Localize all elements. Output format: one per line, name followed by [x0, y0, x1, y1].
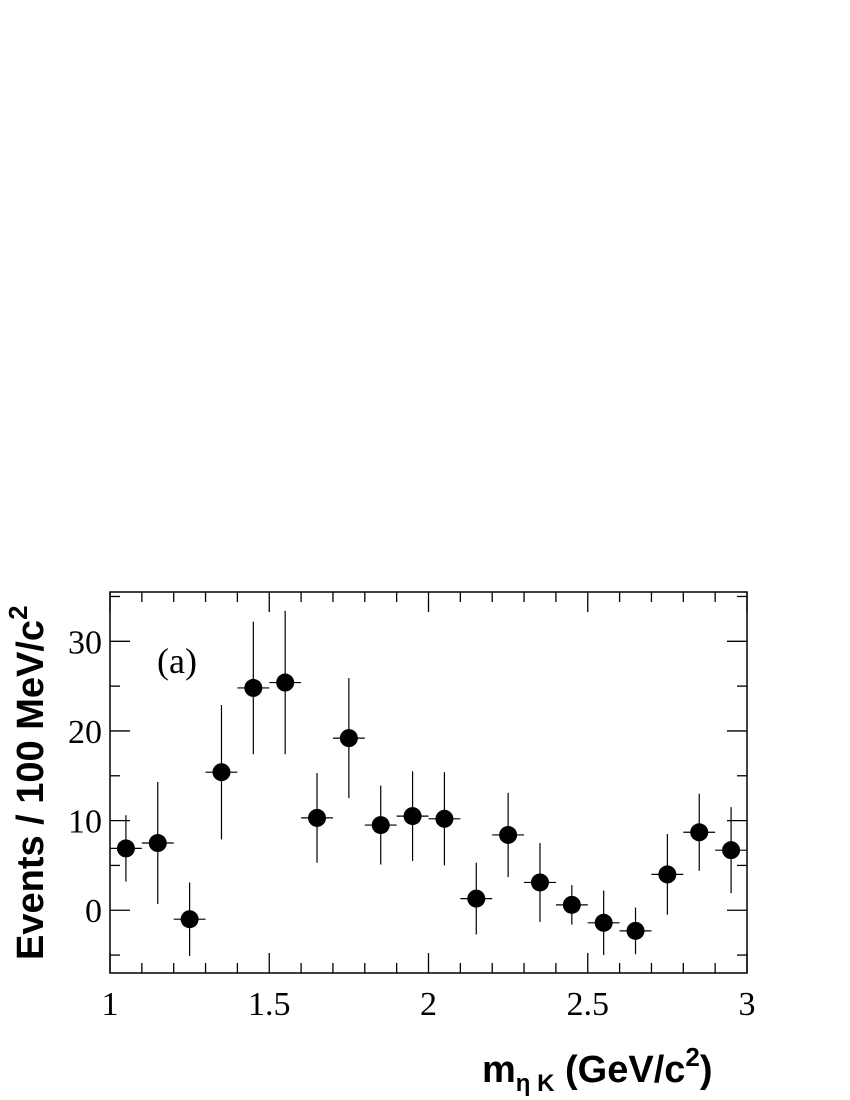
data-point	[339, 729, 358, 748]
data-point	[403, 807, 422, 826]
panel-label: (a)	[157, 641, 197, 681]
x-tick-label: 2.5	[567, 986, 610, 1023]
y-tick-label: 10	[68, 804, 102, 841]
data-point	[499, 825, 518, 844]
data-point	[148, 834, 167, 853]
x-tick-label: 1	[102, 986, 119, 1023]
x-axis-title-unit-sup: 2	[685, 1042, 699, 1072]
data-point	[435, 809, 454, 828]
y-axis-title-sup: 2	[3, 605, 33, 619]
x-axis-title-sub: η K	[516, 1070, 555, 1097]
y-tick-label: 30	[68, 624, 102, 661]
y-tick-label: 20	[68, 714, 102, 751]
y-tick-label: 0	[85, 893, 102, 930]
data-point	[244, 678, 263, 697]
x-tick-label: 1.5	[248, 986, 291, 1023]
data-point	[308, 808, 327, 827]
data-point	[690, 823, 709, 842]
x-axis-title-unit: (GeV/c	[554, 1049, 685, 1091]
data-point	[594, 913, 613, 932]
y-axis-title-main: Events / 100 MeV/c	[10, 620, 52, 960]
data-point	[276, 673, 295, 692]
x-tick-label: 3	[739, 986, 756, 1023]
data-point	[530, 873, 549, 892]
y-axis-title: Events / 100 MeV/c2	[3, 605, 52, 960]
data-point	[562, 895, 581, 914]
data-point	[371, 816, 390, 835]
data-point	[626, 921, 645, 940]
x-tick-label: 2	[420, 986, 437, 1023]
data-point	[467, 889, 486, 908]
data-point	[722, 841, 741, 860]
data-point	[180, 910, 199, 929]
data-point	[116, 839, 135, 858]
data-points	[110, 610, 747, 956]
plot-frame	[109, 591, 748, 974]
data-point	[658, 865, 677, 884]
x-axis-title-unit-close: )	[700, 1049, 713, 1091]
x-axis-title: mη K (GeV/c2)	[482, 1042, 713, 1097]
data-point	[212, 763, 231, 782]
x-axis-title-main: m	[482, 1049, 516, 1091]
